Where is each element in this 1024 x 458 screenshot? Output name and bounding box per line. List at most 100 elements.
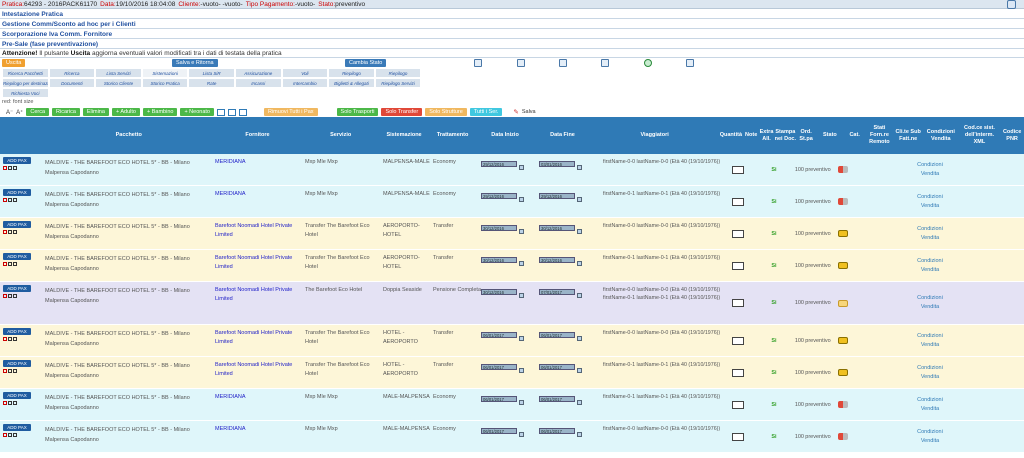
quantita-input[interactable] bbox=[732, 165, 744, 174]
calendar-icon[interactable] bbox=[519, 165, 524, 170]
data-inizio-input[interactable]: 30/12/2016 bbox=[481, 257, 517, 263]
quantita-input[interactable] bbox=[732, 229, 744, 238]
nav-voli[interactable]: Voli bbox=[281, 68, 329, 78]
copy-icon[interactable] bbox=[13, 166, 17, 170]
calendar-icon[interactable] bbox=[577, 400, 582, 405]
salva-ritorna-button[interactable]: Salva e Ritorna bbox=[172, 59, 218, 67]
condizioni-vendita-link[interactable]: Condizioni Vendita bbox=[917, 193, 943, 209]
delete-icon[interactable] bbox=[3, 337, 7, 341]
nav-storico-pratica[interactable]: Storico Pratica bbox=[141, 78, 189, 88]
salva-link[interactable]: Salva bbox=[521, 109, 536, 115]
calendar-icon[interactable] bbox=[519, 197, 524, 202]
condizioni-vendita-link[interactable]: Condizioni Vendita bbox=[917, 161, 943, 177]
delete-icon[interactable] bbox=[3, 401, 7, 405]
col-condizioni[interactable]: Condizioni Vendita bbox=[926, 128, 955, 142]
export-icon[interactable] bbox=[238, 108, 247, 116]
copy-icon[interactable] bbox=[13, 262, 17, 266]
solo-transfer-button[interactable]: Solo Transfer bbox=[381, 108, 423, 116]
col-sistemazione[interactable]: Sistemazione bbox=[386, 132, 422, 138]
add-pax-button[interactable]: ADD PAX bbox=[3, 253, 31, 260]
data-inizio-input[interactable]: 06/01/2017 bbox=[481, 332, 517, 338]
delete-icon[interactable] bbox=[3, 369, 7, 373]
fornitore-link[interactable]: MERIDIANA bbox=[215, 426, 246, 432]
nav-storico-cliente[interactable]: Storico Cliente bbox=[95, 78, 142, 88]
add-pax-button[interactable]: ADD PAX bbox=[3, 392, 31, 399]
col-cod-sist[interactable]: Cod.ce sist. dell'interm. XML bbox=[964, 125, 995, 145]
calendar-icon[interactable] bbox=[577, 165, 582, 170]
tutti-servizi-button[interactable]: Tutti i Ser. bbox=[469, 108, 503, 116]
calendar-icon[interactable] bbox=[519, 229, 524, 234]
delete-icon[interactable] bbox=[3, 433, 7, 437]
col-cliente-sub[interactable]: Cli.te Sub Fatt.ne bbox=[895, 128, 921, 142]
add-pax-button[interactable]: ADD PAX bbox=[3, 360, 31, 367]
edit-icon[interactable] bbox=[8, 294, 12, 298]
col-trattamento[interactable]: Trattamento bbox=[436, 132, 469, 138]
save-icon[interactable] bbox=[1007, 0, 1016, 9]
data-inizio-input[interactable]: 29/12/2016 bbox=[481, 193, 517, 199]
fornitore-link[interactable]: MERIDIANA bbox=[215, 191, 246, 197]
col-extra[interactable]: Extra All. bbox=[759, 128, 774, 142]
quantita-input[interactable] bbox=[732, 197, 744, 206]
col-stampa[interactable]: Stampa nei Doc. bbox=[774, 128, 797, 142]
nav-intercambio[interactable]: Intercambio bbox=[281, 78, 329, 88]
delete-icon[interactable] bbox=[3, 294, 7, 298]
fornitore-link[interactable]: MERIDIANA bbox=[215, 394, 246, 400]
copy-icon[interactable] bbox=[13, 433, 17, 437]
add-pax-button[interactable]: ADD PAX bbox=[3, 328, 31, 335]
copy-icon[interactable] bbox=[13, 294, 17, 298]
data-fine-input[interactable]: 06/01/2017 bbox=[539, 428, 575, 434]
data-fine-input[interactable]: 06/01/2017 bbox=[539, 364, 575, 370]
calendar-icon[interactable] bbox=[577, 229, 582, 234]
col-fornitore[interactable]: Fornitore bbox=[245, 132, 270, 138]
nav-rate[interactable]: Rate bbox=[188, 78, 235, 88]
font-decrease-icon[interactable]: A⁻ bbox=[6, 109, 14, 116]
fornitore-link[interactable]: Barefoot Noomadi Hotel Private Limited bbox=[215, 330, 293, 345]
calendar-icon[interactable] bbox=[519, 293, 524, 298]
quantita-input[interactable] bbox=[732, 299, 744, 307]
fornitore-link[interactable]: Barefoot Noomadi Hotel Private Limited bbox=[215, 287, 293, 302]
solo-trasporti-button[interactable]: Solo Trasporti bbox=[336, 108, 379, 116]
calendar-icon[interactable] bbox=[519, 336, 524, 341]
elimina-button[interactable]: Elimina bbox=[82, 108, 109, 116]
quantita-input[interactable] bbox=[732, 368, 744, 377]
mail-icon[interactable] bbox=[644, 59, 652, 67]
delete-icon[interactable] bbox=[3, 198, 7, 202]
calendar-icon[interactable] bbox=[577, 197, 582, 202]
edit-icon[interactable] bbox=[8, 337, 12, 341]
nav-biglietti-allegati[interactable]: Biglietti & Allegati bbox=[328, 78, 375, 88]
section-intestazione[interactable]: Intestazione Pratica bbox=[0, 9, 1024, 19]
data-inizio-input[interactable]: 29/12/2016 bbox=[481, 161, 517, 167]
quantita-input[interactable] bbox=[732, 336, 744, 345]
cambia-stato-button[interactable]: Cambia Stato bbox=[345, 59, 387, 67]
calendar-icon[interactable] bbox=[577, 261, 582, 266]
col-data-inizio[interactable]: Data Inizio bbox=[491, 132, 519, 138]
grid-icon[interactable] bbox=[216, 108, 225, 116]
fornitore-link[interactable]: MERIDIANA bbox=[215, 159, 246, 165]
nav-documenti[interactable]: Documenti bbox=[48, 78, 96, 88]
calendar-icon[interactable] bbox=[519, 368, 524, 373]
add-pax-button[interactable]: ADD PAX bbox=[3, 221, 31, 228]
nav-ricerca[interactable]: Ricerca bbox=[48, 68, 96, 78]
nav-lista-sir[interactable]: Lista SiR bbox=[188, 68, 235, 78]
col-servizio[interactable]: Servizio bbox=[330, 132, 352, 138]
nav-sistemazioni[interactable]: Sistemazioni bbox=[141, 68, 189, 78]
calendar-icon[interactable] bbox=[519, 261, 524, 266]
nav-assicurazione[interactable]: Assicurazione bbox=[234, 68, 282, 78]
edit-icon[interactable] bbox=[8, 401, 12, 405]
col-pnr[interactable]: Codice PNR bbox=[1002, 128, 1022, 142]
data-inizio-input[interactable]: 06/01/2017 bbox=[481, 396, 517, 402]
data-inizio-input[interactable]: 06/01/2017 bbox=[481, 364, 517, 370]
save-small-icon[interactable]: ✎ bbox=[513, 109, 519, 116]
add-pax-button[interactable]: ADD PAX bbox=[3, 424, 31, 431]
add-bambino-button[interactable]: + Bambino bbox=[142, 108, 178, 116]
condizioni-vendita-link[interactable]: Condizioni Vendita bbox=[917, 428, 943, 444]
rimuovi-pax-button[interactable]: Rimuovi Tutti i Pax bbox=[263, 108, 318, 116]
edit-icon[interactable] bbox=[8, 433, 12, 437]
font-increase-icon[interactable]: A⁺ bbox=[16, 109, 24, 116]
copy-icon[interactable] bbox=[13, 198, 17, 202]
add-adulto-button[interactable]: + Adulto bbox=[111, 108, 140, 116]
ricarica-button[interactable]: Ricarica bbox=[52, 108, 80, 116]
add-pax-button[interactable]: ADD PAX bbox=[3, 189, 31, 196]
info-icon[interactable] bbox=[601, 59, 609, 67]
data-inizio-input[interactable]: 30/12/2016 bbox=[481, 289, 517, 295]
